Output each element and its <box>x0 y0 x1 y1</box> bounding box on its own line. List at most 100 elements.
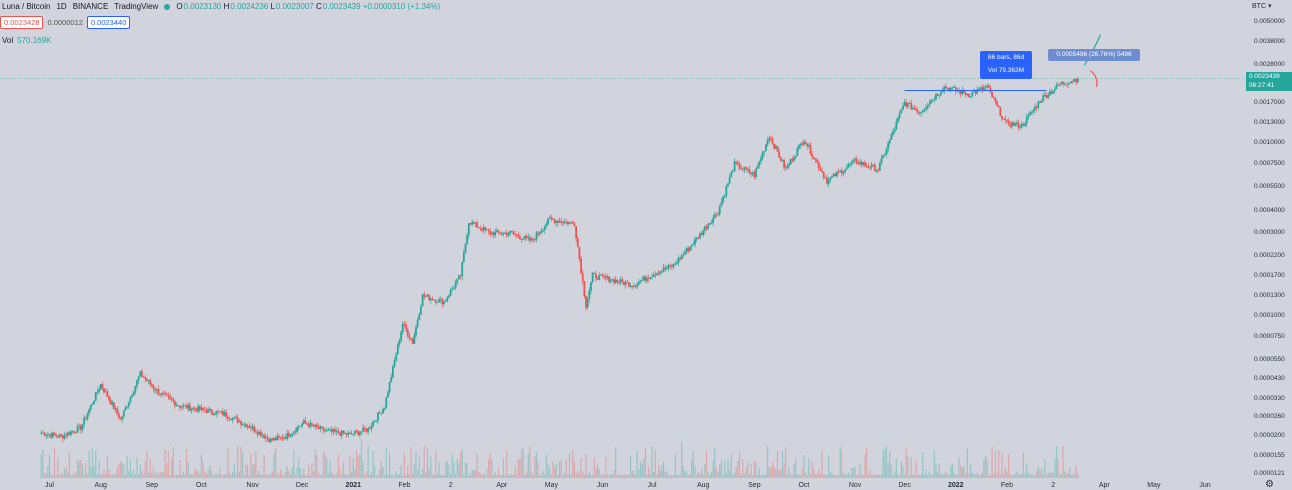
measure-tool-label[interactable]: 86 bars, 86d Vol 79.363M <box>980 51 1032 79</box>
volume-bar <box>689 474 691 478</box>
volume-bar <box>332 474 335 478</box>
candle-body <box>873 164 876 172</box>
volume-bar <box>861 474 863 478</box>
candle-body <box>302 420 305 424</box>
symbol-title[interactable]: Luna / Bitcoin <box>2 2 51 11</box>
candle-body <box>715 214 718 216</box>
candle-body <box>727 183 729 187</box>
candle-body <box>606 276 609 279</box>
volume-bar <box>549 467 551 478</box>
candle-body <box>685 248 688 253</box>
volume-bar <box>562 474 564 478</box>
candle-body <box>48 434 51 436</box>
candle-body <box>1027 114 1030 117</box>
volume-bar <box>443 474 445 478</box>
volume-bar <box>185 449 188 478</box>
candle-body <box>205 410 208 413</box>
interval-label[interactable]: 1D <box>56 2 67 11</box>
volume-bar <box>433 474 435 478</box>
candle-body <box>339 433 341 436</box>
volume-bar <box>572 450 574 478</box>
candle-body <box>999 106 1002 117</box>
volume-bar <box>940 474 942 478</box>
sell-button[interactable]: 0.0023428 <box>0 16 44 29</box>
volume-bar <box>1075 466 1077 478</box>
candle-body <box>954 87 957 91</box>
price-range-callout[interactable]: 0.0005496 (26.76%) 5496 <box>1048 49 1140 61</box>
volume-bar <box>101 473 103 478</box>
candle-body <box>1045 94 1048 98</box>
candle-body <box>839 170 842 172</box>
volume-bar <box>1034 474 1036 478</box>
candle-body <box>289 435 292 437</box>
volume-bar <box>570 474 572 478</box>
currency-label[interactable]: BTC ▾ <box>1252 3 1272 10</box>
candle-body <box>472 221 475 224</box>
volume-bar <box>162 471 165 478</box>
candle-body <box>986 85 989 88</box>
volume-bar <box>790 474 792 478</box>
volume-bar <box>1029 474 1031 478</box>
candle-body <box>221 411 224 416</box>
candle-body <box>563 221 566 224</box>
price-scale[interactable]: 0.0050000 0.0038000 0.0028000 0.0017000 0.00… <box>1243 0 1292 490</box>
candle-body <box>540 230 543 233</box>
volume-bar <box>284 471 287 478</box>
candle-body <box>634 286 637 287</box>
volume-bar <box>1014 473 1016 478</box>
volume-bar <box>742 459 744 478</box>
volume-bar <box>961 467 963 478</box>
candle-body <box>807 144 810 147</box>
candle-body <box>449 289 452 296</box>
volume-bar <box>121 463 123 478</box>
volume-bar <box>798 474 800 478</box>
volume-bar <box>1011 474 1013 478</box>
volume-bar <box>804 472 807 478</box>
volume-bar <box>910 457 912 478</box>
candle-body <box>319 426 322 429</box>
volume-bar <box>946 474 949 478</box>
candle-body <box>730 172 733 178</box>
volume-bar <box>522 448 524 478</box>
volume-bar <box>417 470 419 478</box>
candle-body <box>746 169 749 170</box>
volume-bar <box>1077 473 1079 478</box>
buy-button[interactable]: 0.0023440 <box>86 16 131 29</box>
volume-bar <box>575 473 577 478</box>
candle-body <box>61 435 64 439</box>
volume-bar <box>205 474 207 478</box>
candle-body <box>147 380 150 382</box>
candle-body <box>124 407 127 411</box>
price-tick: 0.0000155 <box>1254 451 1285 459</box>
volume-bar <box>265 474 267 478</box>
volume-bar <box>1044 459 1046 478</box>
settings-gear-icon[interactable]: ⚙ <box>1265 479 1274 490</box>
candle-body <box>561 222 564 224</box>
volume-bar <box>258 470 260 478</box>
candle-body <box>291 433 294 436</box>
candle-body <box>444 300 447 302</box>
price-tick: 0.0017000 <box>1254 98 1285 106</box>
candle-body <box>959 90 962 95</box>
volume-bar <box>73 471 75 478</box>
candle-body <box>179 405 181 408</box>
candle-body <box>991 92 993 98</box>
candle-body <box>601 274 604 276</box>
candle-body <box>926 105 929 108</box>
volume-bar <box>511 474 513 478</box>
volume-bar <box>136 457 138 478</box>
time-tick: Jul <box>647 482 657 489</box>
volume-bar <box>96 474 98 478</box>
volume-bar <box>702 474 704 478</box>
volume-bar <box>971 472 973 478</box>
volume-bar <box>166 463 168 478</box>
time-tick: Dec <box>295 482 309 489</box>
candle-body <box>723 195 726 197</box>
volume-bar <box>106 455 108 478</box>
volume-bar <box>894 471 896 478</box>
volume-bar <box>385 448 387 478</box>
candle-body <box>416 320 419 327</box>
volume-bar <box>641 464 643 478</box>
volume-bar <box>423 445 425 478</box>
